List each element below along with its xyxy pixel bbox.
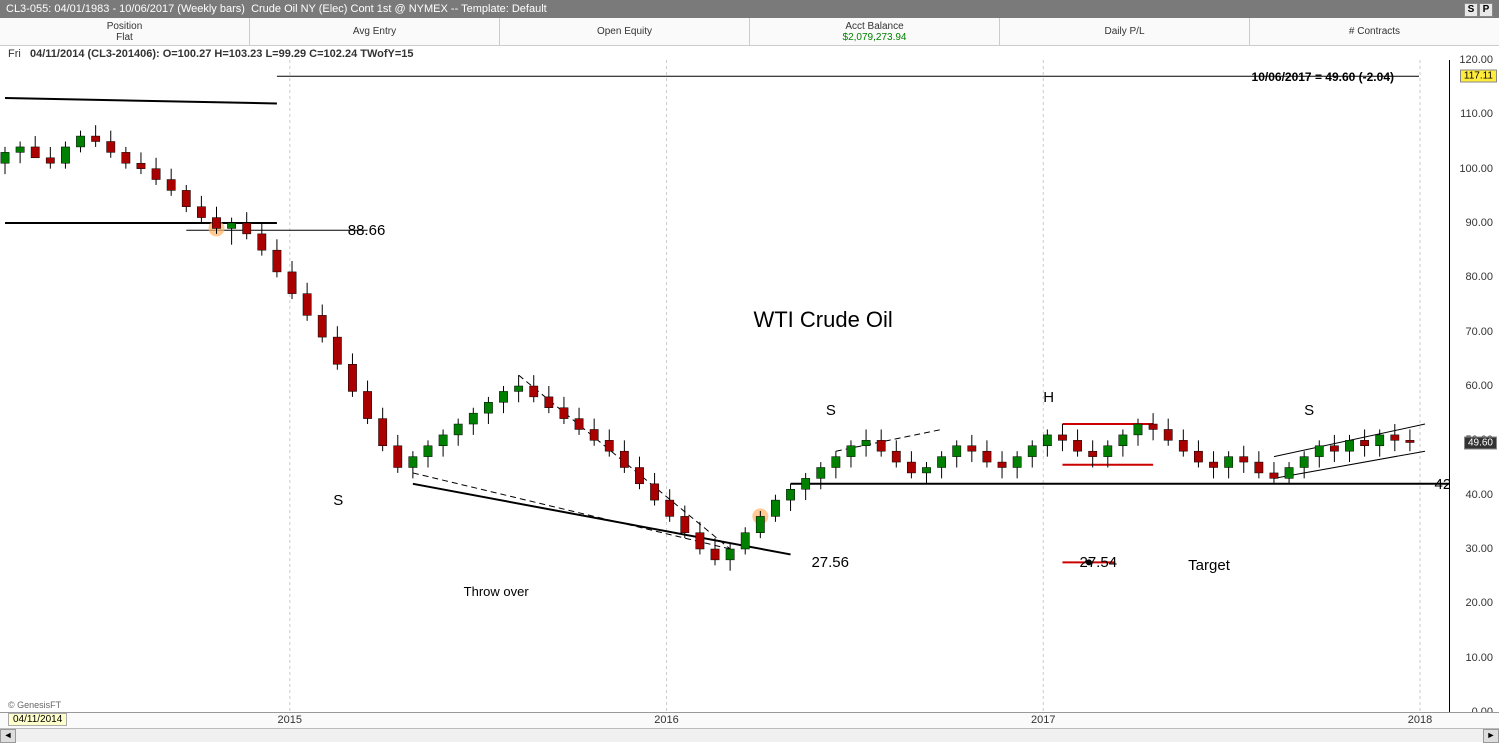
y-axis-tick: 40.00 bbox=[1465, 489, 1493, 501]
info-position: Position Flat bbox=[0, 18, 250, 45]
y-axis-tick: 110.00 bbox=[1460, 108, 1493, 120]
ohlc-text: 04/11/2014 (CL3-201406): O=100.27 H=103.… bbox=[30, 48, 414, 60]
x-axis-tick: 2015 bbox=[278, 714, 302, 726]
horizontal-scrollbar[interactable]: ◄ ► bbox=[0, 728, 1499, 742]
high-price-marker: 117.11 bbox=[1460, 69, 1497, 82]
chart-annotation: 27.54 bbox=[1080, 554, 1118, 571]
cursor-date-box: 04/11/2014 bbox=[8, 713, 67, 726]
info-openequity: Open Equity bbox=[500, 18, 750, 45]
scroll-track[interactable] bbox=[16, 729, 1483, 742]
info-acctbalance-header: Acct Balance bbox=[750, 21, 999, 32]
scroll-right-button[interactable]: ► bbox=[1483, 729, 1499, 743]
x-axis-tick: 2018 bbox=[1408, 714, 1432, 726]
chart-annotation: H bbox=[1043, 389, 1054, 406]
chart-svg bbox=[0, 60, 1449, 712]
info-openequity-header: Open Equity bbox=[500, 26, 749, 37]
info-position-value: Flat bbox=[0, 32, 249, 43]
info-contracts: # Contracts bbox=[1250, 18, 1499, 45]
chart-annotation: 88.66 bbox=[348, 222, 386, 239]
x-axis-tick: 2017 bbox=[1031, 714, 1055, 726]
x-axis: 04/11/2014 2015 2016 2017 2018 bbox=[0, 712, 1499, 728]
y-axis-tick: 60.00 bbox=[1465, 380, 1493, 392]
title-buttons: SP bbox=[1463, 0, 1493, 18]
button-s[interactable]: S bbox=[1464, 3, 1478, 17]
x-axis-tick: 2016 bbox=[654, 714, 678, 726]
info-dailypl-header: Daily P/L bbox=[1000, 26, 1249, 37]
y-axis-tick: 80.00 bbox=[1465, 271, 1493, 283]
info-avgentry-header: Avg Entry bbox=[250, 26, 499, 37]
chart-annotation: 27.56 bbox=[811, 554, 849, 571]
ohlc-day: Fri bbox=[8, 48, 21, 60]
y-axis-tick: 70.00 bbox=[1465, 326, 1493, 338]
chart-annotation: Target bbox=[1188, 557, 1230, 574]
button-p[interactable]: P bbox=[1479, 3, 1493, 17]
y-axis-tick: 90.00 bbox=[1465, 217, 1493, 229]
chart-plot[interactable]: 10/06/2017 = 49.60 (-2.04) 88.66 WTI Crud… bbox=[0, 60, 1449, 712]
chart-annotation: S bbox=[333, 492, 343, 509]
title-bar: CL3-055: 04/01/1983 - 10/06/2017 (Weekly… bbox=[0, 0, 1499, 18]
y-axis: 0.0010.0020.0030.0040.0050.0060.0070.008… bbox=[1449, 60, 1499, 712]
info-acctbalance: Acct Balance $2,079,273.94 bbox=[750, 18, 1000, 45]
status-line: 10/06/2017 = 49.60 (-2.04) bbox=[1252, 70, 1394, 84]
chart-annotation: S bbox=[826, 402, 836, 419]
info-row: Position Flat Avg Entry Open Equity Acct… bbox=[0, 18, 1499, 46]
y-axis-tick: 30.00 bbox=[1465, 543, 1493, 555]
info-acctbalance-value: $2,079,273.94 bbox=[750, 32, 999, 43]
title-instrument: Crude Oil NY (Elec) Cont 1st @ NYMEX bbox=[251, 0, 448, 18]
title-bars: (Weekly bars) bbox=[177, 0, 245, 18]
info-avgentry: Avg Entry bbox=[250, 18, 500, 45]
copyright: © GenesisFT bbox=[8, 700, 61, 710]
y-axis-tick: 20.00 bbox=[1465, 597, 1493, 609]
info-dailypl: Daily P/L bbox=[1000, 18, 1250, 45]
y-axis-tick: 100.00 bbox=[1459, 163, 1493, 175]
chart-annotation: Throw over bbox=[464, 584, 529, 599]
info-contracts-header: # Contracts bbox=[1250, 26, 1499, 37]
chart-annotation: WTI Crude Oil bbox=[753, 307, 892, 333]
info-position-header: Position bbox=[0, 21, 249, 32]
y-axis-tick: 10.00 bbox=[1465, 652, 1493, 664]
y-axis-tick: 120.00 bbox=[1459, 54, 1493, 66]
chart-area[interactable]: 10/06/2017 = 49.60 (-2.04) 88.66 WTI Crud… bbox=[0, 60, 1499, 712]
title-symbol: CL3-055: bbox=[6, 0, 51, 18]
title-daterange: 04/01/1983 - 10/06/2017 bbox=[54, 0, 174, 18]
title-template: -- Template: Default bbox=[451, 0, 547, 18]
current-price-marker: 49.60 bbox=[1464, 436, 1497, 449]
scroll-left-button[interactable]: ◄ bbox=[0, 729, 16, 743]
chart-annotation: S bbox=[1304, 402, 1314, 419]
